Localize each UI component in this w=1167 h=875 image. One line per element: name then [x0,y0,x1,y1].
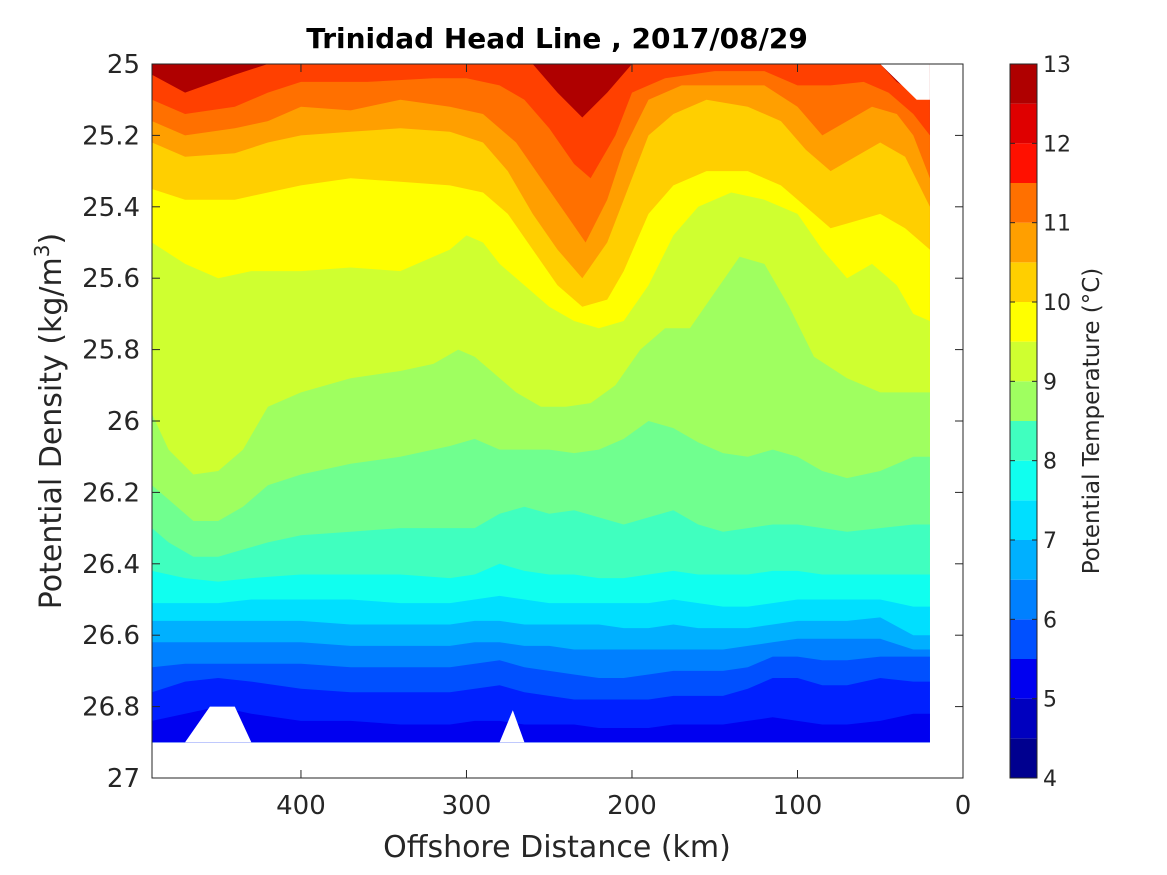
y-axis-label: Potential Density (kg/m3) [30,233,69,609]
colorbar-tick-label: 9 [1043,370,1057,395]
colorbar-tick-label: 10 [1043,291,1071,316]
colorbar-tick-label: 4 [1043,767,1057,792]
colorbar-band [1010,659,1037,699]
svg-text:Potential Density (kg/m3): Potential Density (kg/m3) [30,233,69,609]
colorbar-band [1010,460,1037,501]
y-tick-label: 25.2 [82,121,140,151]
temperature-band-5 [152,706,930,743]
y-tick-label: 26.8 [82,693,140,723]
contour-fill-group [152,64,930,743]
colorbar-band [1010,421,1037,461]
chart-title: Trinidad Head Line , 2017/08/29 [306,22,808,55]
colorbar-band [1010,540,1037,580]
x-tick-label: 300 [442,791,492,821]
y-tick-label: 25.4 [82,193,140,223]
no-data-gap-0 [185,706,252,743]
x-axis-label: Offshore Distance (km) [383,830,731,865]
y-tick-label: 27 [107,764,140,794]
colorbar-band [1010,381,1037,421]
colorbar-band [1010,222,1037,263]
y-axis-label-close: ) [34,233,69,245]
y-tick-label: 26.2 [82,478,140,508]
colorbar-ticks: 4 5 6 7 8 9 10 11 12 13 [1010,53,1071,792]
colorbar-tick-label: 6 [1043,608,1057,633]
no-data-corner [880,64,930,100]
colorbar-frame [1009,63,1038,779]
y-axis-label-superscript: 3 [30,244,54,257]
y-axis-ticks: 25 25.2 25.4 25.6 25.8 26 26.2 26.4 26.6 26.8 27 [82,50,963,794]
colorbar-label: Potential Temperature (°C) [1079,268,1105,575]
colorbar-band [1010,302,1037,342]
colorbar-tick-label: 5 [1043,688,1057,713]
x-axis-ticks: 400 300 200 100 0 [276,64,971,821]
colorbar-tick-label: 8 [1043,450,1057,475]
colorbar [1010,64,1037,778]
x-tick-label: 100 [773,791,823,821]
y-tick-label: 26.6 [82,621,140,651]
y-tick-label: 26.4 [82,550,140,580]
colorbar-band [1010,579,1037,620]
colorbar-band [1010,262,1037,302]
colorbar-band [1010,341,1037,382]
colorbar-band [1010,500,1037,540]
y-tick-label: 25.8 [82,336,140,366]
colorbar-band [1010,619,1037,659]
no-data-gap-1 [499,710,525,743]
colorbar-band [1010,64,1037,104]
y-tick-label: 25 [107,50,140,80]
y-axis-label-main: Potential Density (kg/m [34,257,69,609]
x-tick-label: 200 [607,791,657,821]
colorbar-band [1010,183,1037,223]
y-tick-label: 25.6 [82,264,140,294]
colorbar-band [1010,143,1037,183]
colorbar-tick-label: 12 [1043,132,1071,157]
x-tick-label: 400 [276,791,326,821]
colorbar-band [1010,698,1037,739]
x-tick-label: 0 [955,791,972,821]
colorbar-band [1010,738,1037,778]
y-tick-label: 26 [107,407,140,437]
colorbar-tick-label: 11 [1043,212,1071,237]
colorbar-tick-label: 7 [1043,529,1057,554]
colorbar-tick-label: 13 [1043,53,1071,78]
colorbar-band [1010,103,1037,144]
